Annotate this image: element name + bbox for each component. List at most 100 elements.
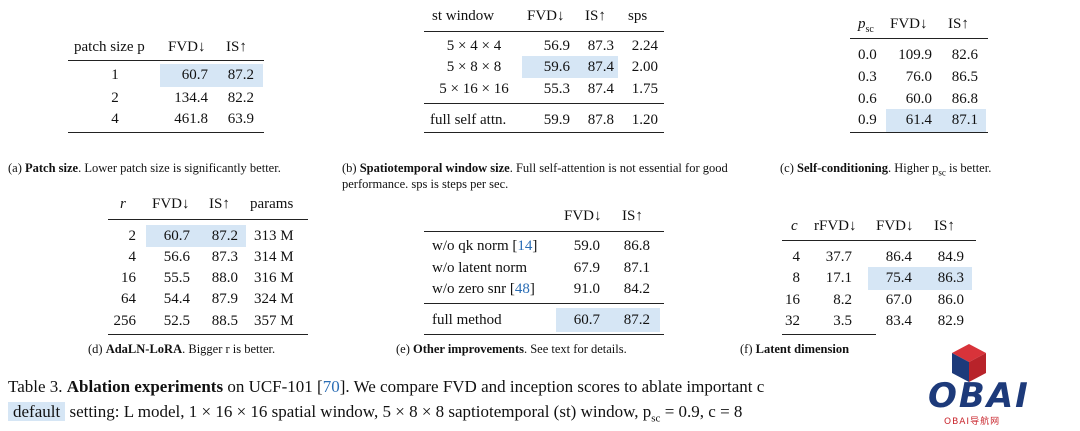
- caption-d: (d) AdaLN-LoRA. Bigger r is better.: [88, 342, 276, 356]
- caption-e: (e) Other improvements. See text for det…: [396, 342, 627, 356]
- cell: 17.1: [825, 270, 852, 286]
- header-st-window: st window: [432, 8, 495, 24]
- table-row: 4: [792, 249, 801, 265]
- cell: 59.0: [573, 238, 600, 254]
- cell: 2.24: [631, 38, 658, 54]
- table-caption-line2: default setting: L model, 1 × 16 × 16 sp…: [8, 401, 742, 429]
- cell: 87.2: [211, 228, 238, 244]
- table-row: w/o qk norm [14]: [432, 238, 538, 254]
- cell: 55.5: [163, 270, 190, 286]
- header-fvd: FVD↓: [152, 196, 190, 212]
- table-row: 0.6: [858, 91, 877, 107]
- table-row: 5 × 16 × 16: [439, 81, 509, 97]
- cell: 1.20: [631, 112, 658, 128]
- header-is: IS↑: [585, 8, 606, 24]
- table-row: 5 × 4 × 4: [446, 38, 502, 54]
- cell: 91.0: [573, 281, 600, 297]
- cell: 84.2: [623, 281, 650, 297]
- header-is: IS↑: [934, 218, 955, 234]
- highlight-default: [522, 56, 618, 78]
- cell: 67.9: [573, 260, 600, 276]
- cell: 134.4: [174, 90, 208, 106]
- cell: 82.6: [951, 47, 978, 63]
- header-is: IS↑: [209, 196, 230, 212]
- caption-f: (f) Latent dimension: [740, 342, 850, 356]
- header-fvd: FVD↓: [564, 208, 602, 224]
- cell: 82.9: [937, 313, 964, 329]
- cell: 60.7: [181, 67, 208, 83]
- cell: 87.3: [587, 38, 614, 54]
- table-row: 4: [111, 111, 119, 127]
- table-row: 1: [111, 67, 119, 83]
- cell: 86.8: [623, 238, 650, 254]
- header-c: c: [791, 218, 798, 234]
- header-is: IS↑: [948, 16, 969, 32]
- cell: 87.4: [587, 81, 614, 97]
- cell: 461.8: [174, 111, 208, 127]
- header-patch-size: patch size p: [74, 39, 145, 55]
- cell: 60.7: [573, 312, 600, 328]
- cell: 3.5: [833, 313, 852, 329]
- cell: 87.1: [623, 260, 650, 276]
- caption-a: (a) Patch size. Lower patch size is sign…: [8, 161, 281, 175]
- header-r: r: [120, 196, 126, 212]
- cell: 86.4: [885, 249, 912, 265]
- cell: 87.4: [587, 59, 614, 75]
- table-row: 16: [785, 292, 800, 308]
- header-fvd: FVD↓: [168, 39, 206, 55]
- table-row: 0.9: [858, 112, 877, 128]
- cell: 59.6: [543, 59, 570, 75]
- cell: 87.8: [587, 112, 614, 128]
- table-row: w/o latent norm: [432, 260, 527, 276]
- header-fvd: FVD↓: [890, 16, 928, 32]
- table-row: 16: [121, 270, 136, 286]
- cell: 87.1: [951, 112, 978, 128]
- cell: 83.4: [885, 313, 912, 329]
- cell: 84.9: [937, 249, 964, 265]
- table-row: 32: [785, 313, 800, 329]
- cell: 313 M: [254, 228, 294, 244]
- table-row: 256: [113, 313, 137, 329]
- cell: 87.3: [211, 249, 238, 265]
- cell: 37.7: [825, 249, 852, 265]
- cell: 55.3: [543, 81, 570, 97]
- highlight-default: [556, 308, 660, 332]
- cell: 59.9: [543, 112, 570, 128]
- cell: 86.8: [951, 91, 978, 107]
- header-fvd: FVD↓: [527, 8, 565, 24]
- crop-mask: [876, 330, 1080, 431]
- caption-b: (b) Spatiotemporal window size. Full sel…: [342, 161, 728, 191]
- cell: 82.2: [227, 90, 254, 106]
- cell: 324 M: [254, 291, 294, 307]
- cell: 88.0: [211, 270, 238, 286]
- cell: 60.0: [905, 91, 932, 107]
- logo-text: OBAI: [928, 376, 1030, 416]
- cell: 8.2: [833, 292, 852, 308]
- full-row-label: full method: [432, 312, 502, 328]
- header-rfvd: rFVD↓: [814, 218, 857, 234]
- cell: 63.9: [227, 111, 254, 127]
- cell: 86.3: [937, 270, 964, 286]
- highlight-default: [868, 267, 972, 290]
- table-row: 64: [121, 291, 136, 307]
- highlight-default: [160, 64, 263, 87]
- highlight-default: [886, 109, 986, 132]
- cell: 52.5: [163, 313, 190, 329]
- cell: 86.5: [951, 69, 978, 85]
- header-fvd: FVD↓: [876, 218, 914, 234]
- cell: 76.0: [905, 69, 932, 85]
- table-row: 5 × 8 × 8: [446, 59, 502, 75]
- highlight-default: [146, 225, 246, 247]
- table-row: w/o zero snr [48]: [432, 281, 535, 297]
- table-row: 2: [128, 228, 137, 244]
- default-badge: default: [8, 402, 66, 421]
- cell: 87.2: [227, 67, 254, 83]
- cell: 67.0: [885, 292, 912, 308]
- header-psc: psc: [858, 16, 874, 35]
- table-caption-line1: Table 3. Ablation experiments on UCF-101…: [8, 377, 765, 396]
- cell: 54.4: [163, 291, 190, 307]
- cube-logo-icon: [952, 344, 986, 382]
- cell: 75.4: [885, 270, 912, 286]
- header-is: IS↑: [226, 39, 247, 55]
- header-params: params: [250, 196, 294, 212]
